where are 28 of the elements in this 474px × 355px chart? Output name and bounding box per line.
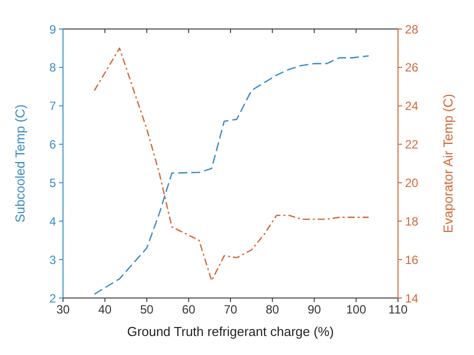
x-tick-label: 60 [182,302,196,317]
y2-tick-label: 28 [405,22,419,36]
y-tick-label: 8 [49,60,56,75]
x-tick-label: 50 [140,302,154,317]
x-tick-label: 40 [98,302,112,317]
y-axis-title: Subcooled Temp (C) [12,104,28,223]
y2-axis-title: Evaporator Air Temp (C) [440,94,456,234]
x-tick-label: 70 [224,302,238,317]
x-tick-label: 30 [56,302,70,317]
y2-tick-label: 26 [405,60,419,75]
y-tick-label: 4 [49,214,56,228]
y2-tick-label: 16 [405,252,419,267]
x-tick-label: 80 [266,302,280,317]
y-tick-label: 7 [49,99,56,114]
y2-tick-label: 22 [405,138,419,152]
y2-tick-label: 24 [405,99,419,114]
y2-tick-label: 18 [405,214,419,228]
y-tick-label: 2 [49,291,56,306]
y2-tick-label: 14 [405,291,419,306]
x-axis-title: Ground Truth refrigerant charge (%) [127,324,334,339]
x-tick-label: 100 [346,302,366,317]
y-tick-label: 6 [49,138,56,152]
y-tick-label: 9 [49,22,56,36]
y-tick-label: 5 [49,176,56,190]
x-tick-label: 110 [388,302,408,317]
y2-tick-label: 20 [405,176,419,190]
x-tick-label: 90 [308,302,322,317]
y-tick-label: 3 [49,252,56,267]
